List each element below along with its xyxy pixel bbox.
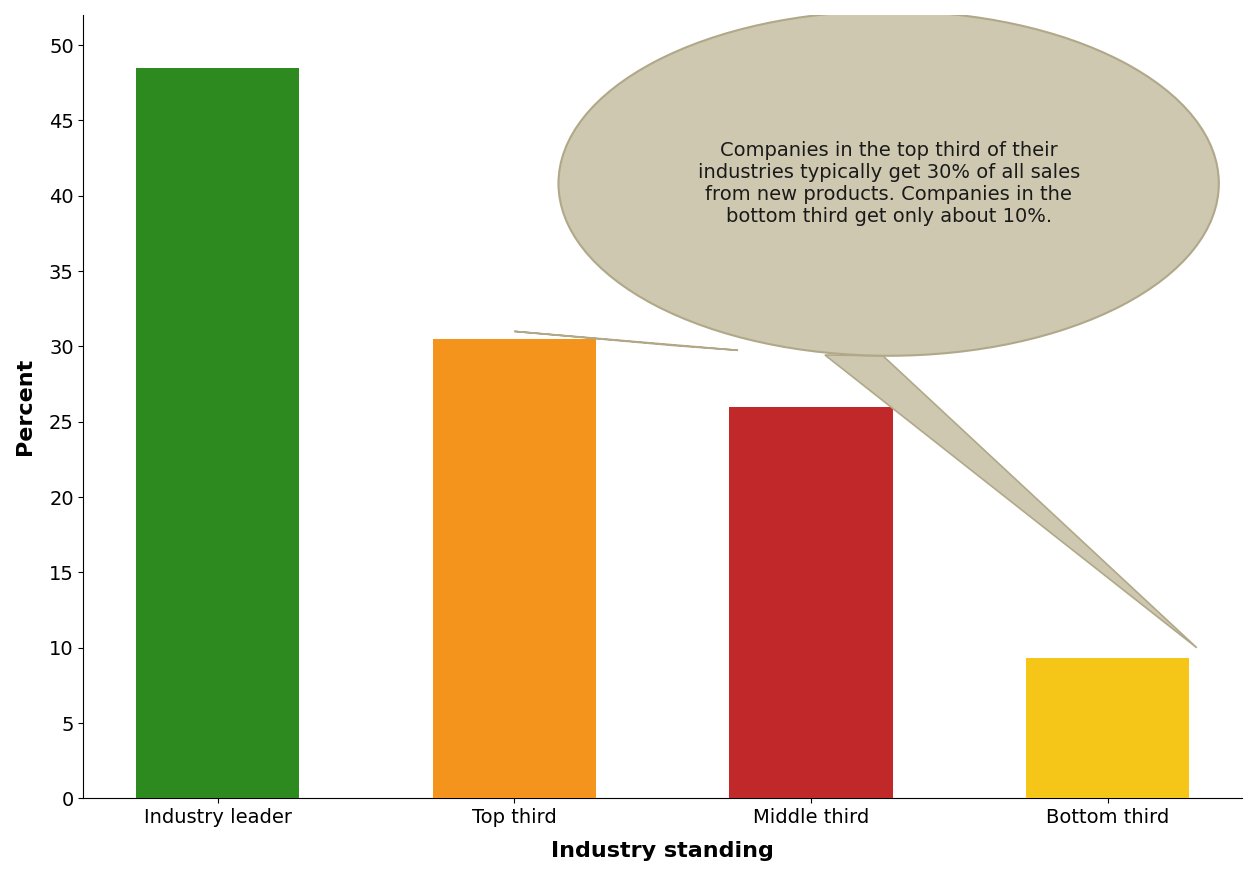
Polygon shape [514, 331, 738, 350]
Text: Companies in the top third of their
industries typically get 30% of all sales
fr: Companies in the top third of their indu… [698, 141, 1080, 226]
Bar [729, 406, 892, 798]
Y-axis label: Percent: Percent [15, 358, 35, 456]
Bar [432, 339, 596, 798]
X-axis label: Industry standing: Industry standing [552, 841, 774, 861]
Bar [136, 67, 299, 798]
Bar [1026, 658, 1189, 798]
Ellipse shape [558, 11, 1219, 356]
Polygon shape [825, 355, 1197, 647]
